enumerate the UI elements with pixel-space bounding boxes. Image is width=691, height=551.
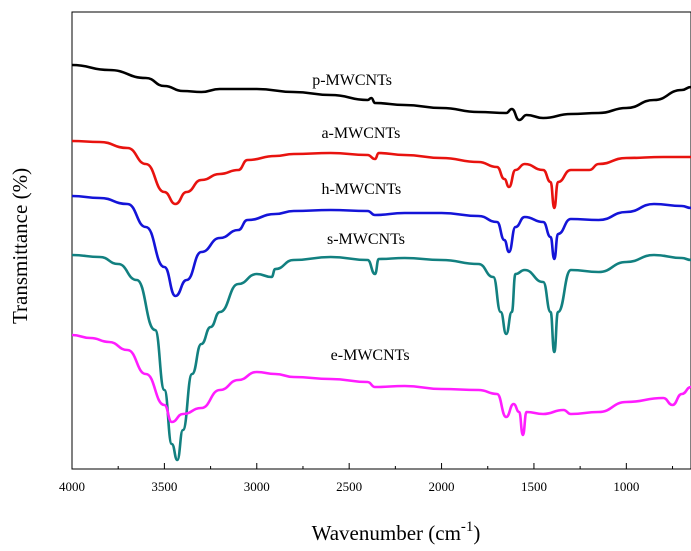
x-tick-label-4000: 4000 bbox=[59, 479, 85, 494]
series-label-a-MWCNTs: a-MWCNTs bbox=[321, 125, 400, 142]
series-line-e-MWCNTs bbox=[71, 333, 691, 437]
x-tick-label-3000: 3000 bbox=[244, 479, 270, 494]
series-layer bbox=[71, 63, 691, 462]
series-line-a-MWCNTs bbox=[71, 139, 691, 210]
series-label-h-MWCNTs: h-MWCNTs bbox=[321, 181, 401, 198]
x-tick-label-2500: 2500 bbox=[336, 479, 362, 494]
x-axis-tick-labels: 4000 3500 3000 2500 2000 1500 1000 bbox=[59, 479, 639, 494]
series-label-p-MWCNTs: p-MWCNTs bbox=[312, 72, 392, 89]
x-axis-title-close: ) bbox=[473, 521, 480, 545]
x-axis-title: Wavenumber (cm-1) bbox=[312, 519, 481, 545]
x-tick-label-2000: 2000 bbox=[429, 479, 455, 494]
plot-frame bbox=[71, 11, 691, 470]
x-axis-title-sup: -1 bbox=[461, 519, 474, 535]
x-tick-label-1500: 1500 bbox=[521, 479, 547, 494]
series-line-h-MWCNTs bbox=[71, 194, 691, 298]
x-tick-label-1000: 1000 bbox=[613, 479, 639, 494]
x-axis-title-main: Wavenumber (cm bbox=[312, 521, 461, 545]
x-tick-label-3500: 3500 bbox=[151, 479, 177, 494]
series-label-s-MWCNTs: s-MWCNTs bbox=[327, 231, 405, 248]
series-line-s-MWCNTs bbox=[71, 253, 691, 462]
y-axis-title: Transmittance (%) bbox=[8, 168, 32, 324]
x-axis-ticks bbox=[71, 463, 674, 469]
plot-area bbox=[71, 11, 691, 470]
series-line-p-MWCNTs bbox=[71, 63, 691, 122]
series-label-e-MWCNTs: e-MWCNTs bbox=[331, 347, 410, 364]
series-labels: p-MWCNTs a-MWCNTs h-MWCNTs s-MWCNTs e-MWCNTs bbox=[312, 72, 409, 364]
